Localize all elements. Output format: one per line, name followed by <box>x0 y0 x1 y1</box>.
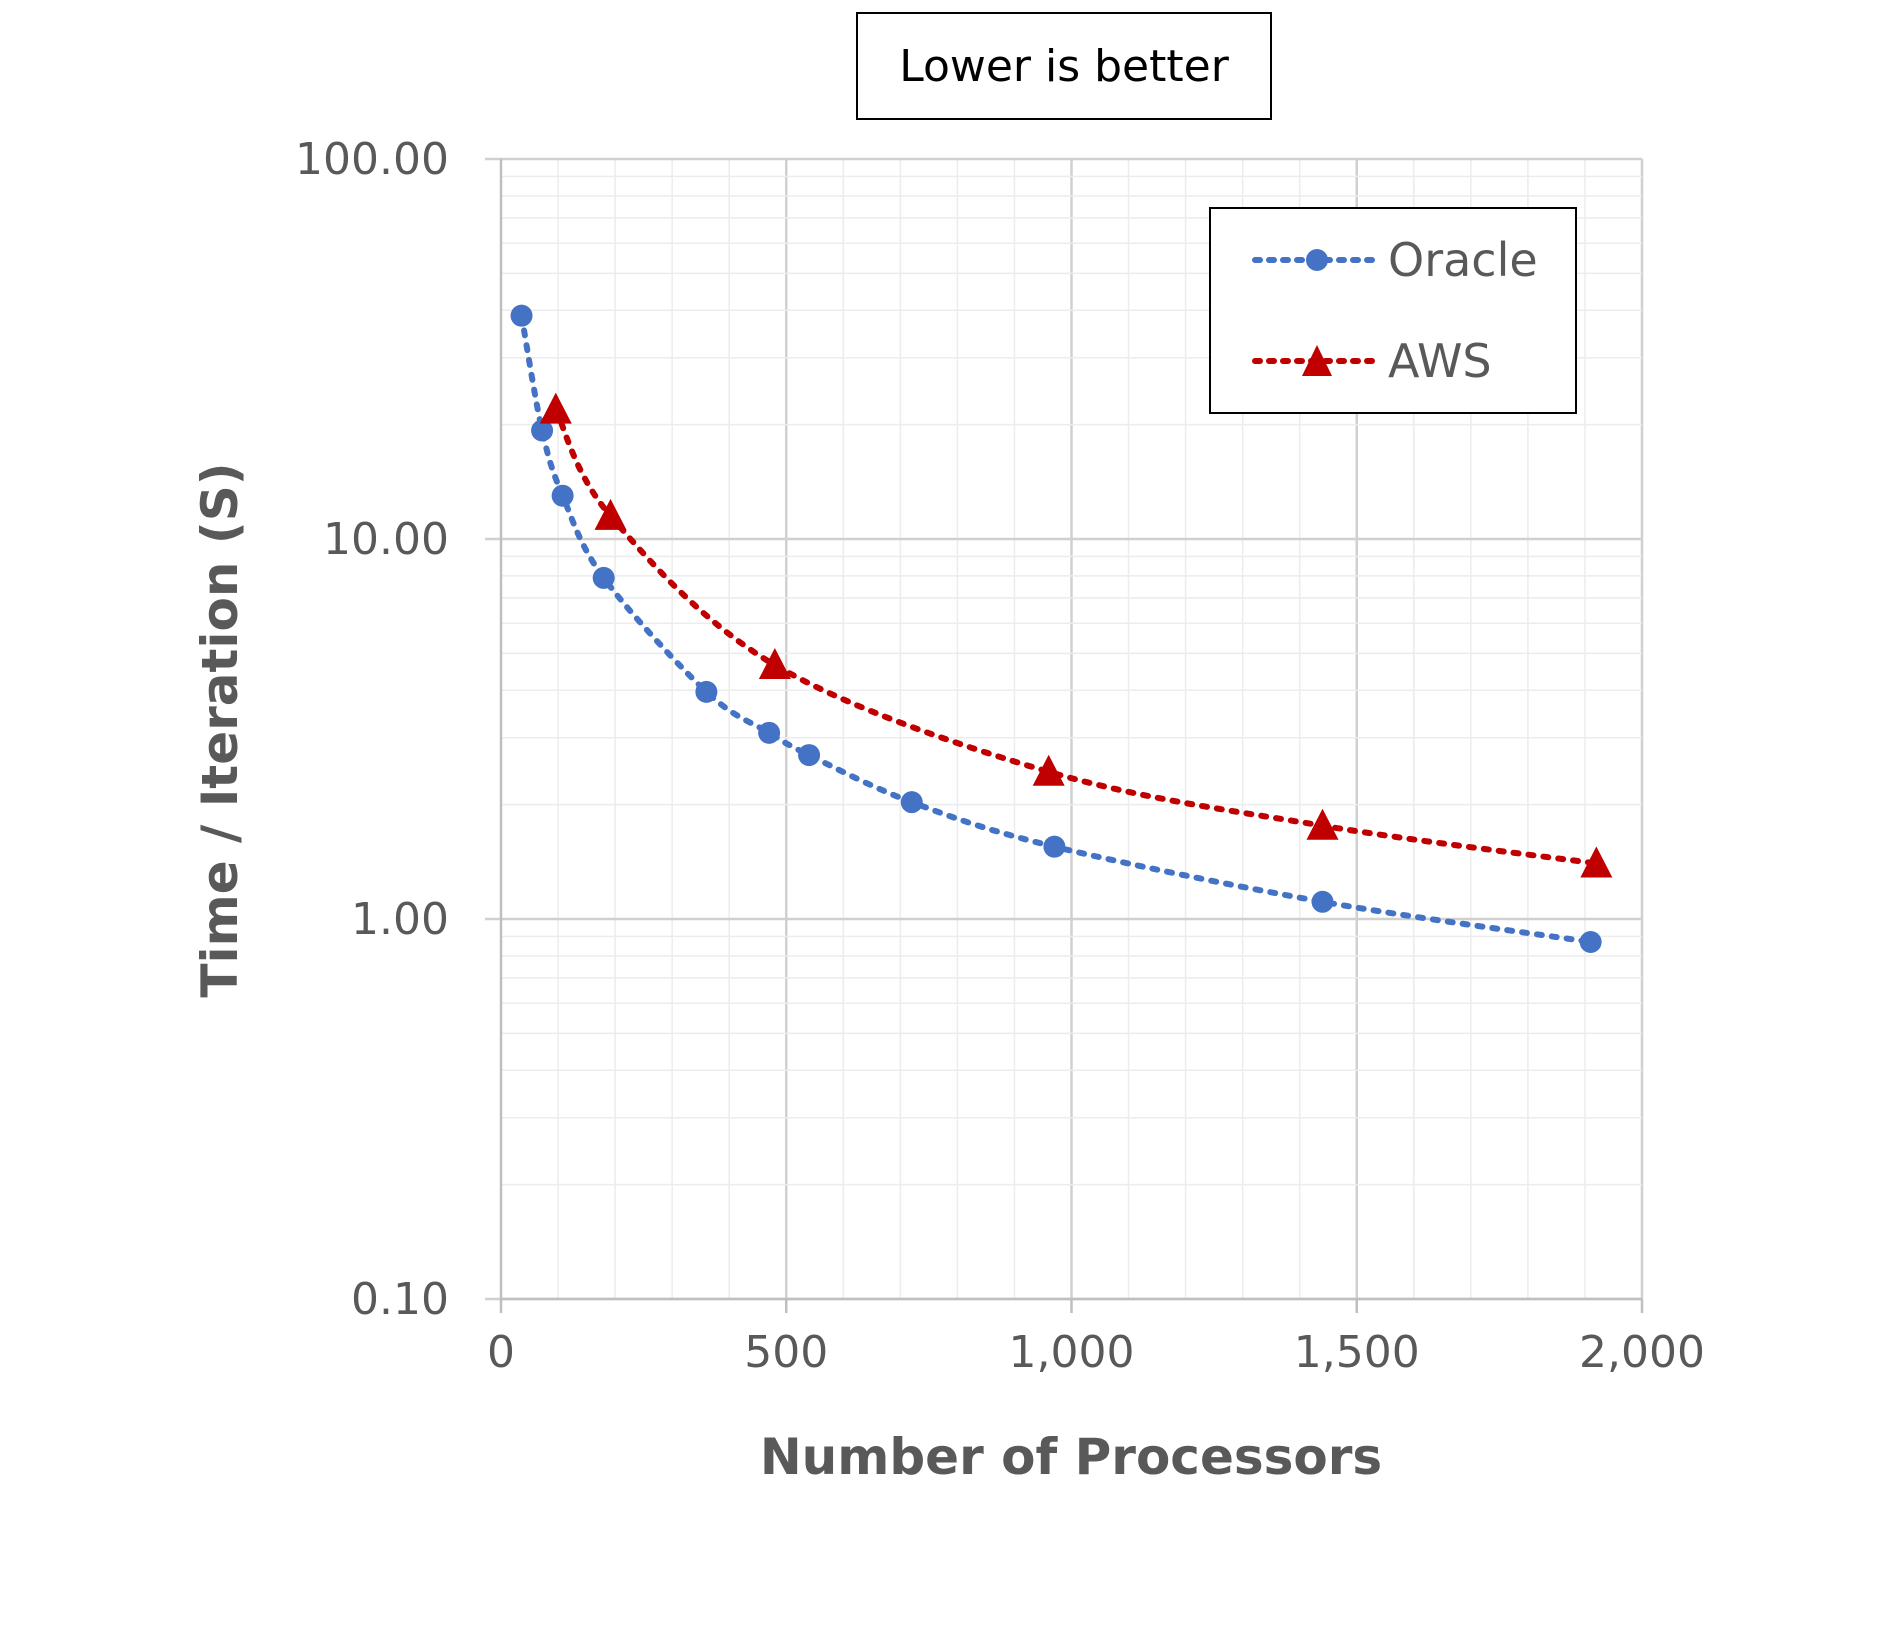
y-axis-title: Time / Iteration (S) <box>191 462 249 997</box>
y-tick-label: 0.10 <box>351 1274 449 1325</box>
x-tick-label: 2,000 <box>1579 1327 1705 1378</box>
x-tick-label: 0 <box>487 1327 515 1378</box>
data-point-aws <box>539 392 572 424</box>
legend: Oracle AWS <box>1209 207 1577 414</box>
x-tick-label: 500 <box>744 1327 828 1378</box>
legend-label-aws: AWS <box>1388 334 1492 388</box>
data-point-aws <box>594 498 627 530</box>
title-box: Lower is better <box>856 12 1272 120</box>
data-point-oracle <box>695 680 718 703</box>
y-axis-label: Time / Iteration (S) <box>191 462 249 997</box>
data-point-oracle <box>758 721 781 744</box>
x-axis-title: Number of Processors <box>760 1428 1382 1486</box>
data-point-oracle <box>900 791 923 814</box>
data-point-aws <box>1032 754 1065 786</box>
data-point-oracle <box>531 419 554 442</box>
data-point-oracle <box>592 566 615 589</box>
data-point-aws <box>1580 846 1613 878</box>
data-point-aws <box>758 648 791 680</box>
x-tick-label: 1,000 <box>1009 1327 1135 1378</box>
data-point-oracle <box>510 304 533 327</box>
legend-marker-aws <box>1302 345 1332 376</box>
chart-title: Lower is better <box>899 41 1230 92</box>
legend-label-oracle: Oracle <box>1388 233 1538 287</box>
data-point-oracle <box>551 484 574 507</box>
data-point-oracle <box>1043 835 1066 858</box>
axes: 0 500 1,000 1,500 2,000 100.00 10.00 1.00 0.10 <box>295 134 1705 1378</box>
y-tick-label: 10.00 <box>323 514 449 565</box>
data-point-oracle <box>1579 930 1602 953</box>
y-tick-label: 100.00 <box>295 134 449 185</box>
data-point-oracle <box>798 744 821 767</box>
series-line-aws <box>552 406 1600 867</box>
series-layer <box>510 304 1613 953</box>
legend-marker-oracle <box>1306 249 1328 271</box>
data-point-aws <box>1306 808 1339 840</box>
y-tick-label: 1.00 <box>351 894 449 945</box>
data-point-oracle <box>1311 890 1334 913</box>
x-tick-label: 1,500 <box>1294 1327 1420 1378</box>
